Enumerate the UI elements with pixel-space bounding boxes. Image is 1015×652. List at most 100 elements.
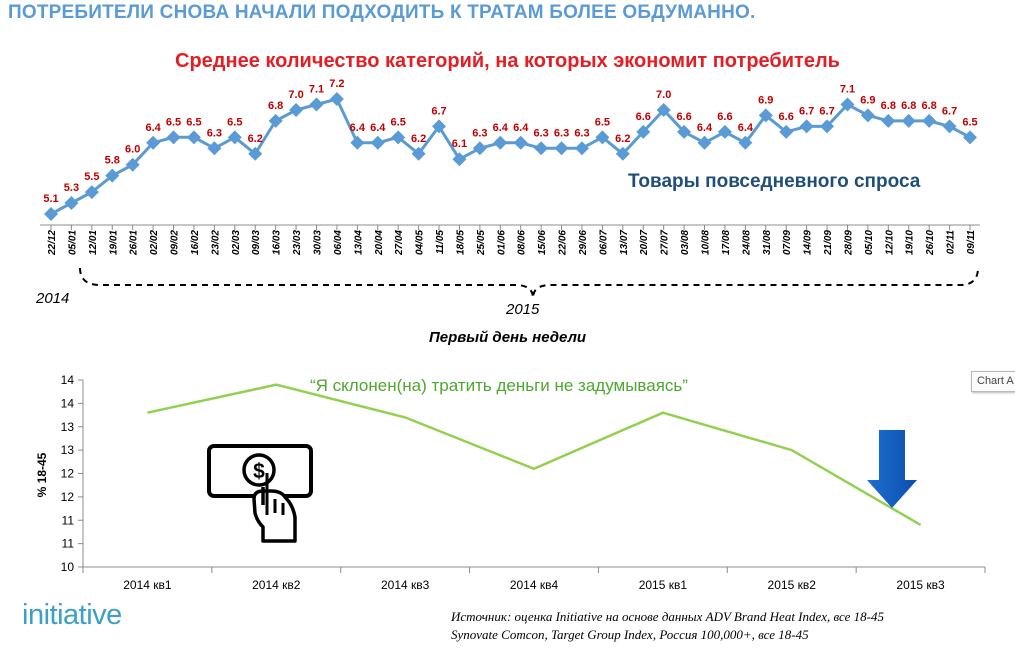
chart1-data-label: 6.8: [881, 100, 896, 112]
chart1-point: [432, 119, 447, 134]
chart1-point: [860, 108, 875, 123]
chart1-data-label: 6.4: [697, 122, 713, 134]
chart1-data-label: 6.3: [207, 127, 222, 139]
chart1-x-tick-label: 20/04: [374, 230, 385, 256]
chart2-x-tick-label: 2015 кв2: [768, 578, 817, 592]
chart1-data-label: 6.0: [125, 144, 140, 156]
chart1-point: [289, 102, 304, 117]
chart1-data-label: 6.4: [738, 122, 754, 134]
chart1-x-tick-label: 09/03: [251, 230, 262, 255]
chart1-x-tick-label: 28/09: [843, 230, 854, 256]
chart2-y-tick-label: 11: [62, 513, 75, 527]
chart1-data-label: 6.3: [533, 127, 548, 139]
chart1-point: [411, 146, 426, 161]
chart1-x-tick-label: 02/03: [231, 230, 242, 255]
chart1-data-label: 6.8: [268, 100, 283, 112]
chart1-x-tick-label: 08/06: [517, 230, 528, 255]
chart1-point: [840, 97, 855, 112]
chart1-x-tick-label: 27/07: [660, 230, 671, 256]
chart1-x-tick-label: 16/03: [272, 230, 283, 255]
chart1-x-tick-label: 27/04: [394, 230, 405, 256]
chart1-point: [125, 157, 140, 172]
chart1-x-tick-label: 30/03: [312, 230, 323, 255]
chart1-data-label: 5.5: [84, 171, 99, 183]
chart1-point: [574, 141, 589, 156]
chart1-point: [391, 130, 406, 145]
hand-pressing-dollar-button-icon: $: [207, 444, 313, 543]
chart1-x-tick-label: 14/09: [803, 230, 814, 255]
chart1-x-tick-label: 05/10: [864, 230, 875, 255]
chart1-data-label: 6.6: [717, 111, 732, 123]
chart2-y-tick-label: 13: [61, 443, 75, 457]
chart1-point: [84, 185, 99, 200]
chart1-data-label: 6.4: [350, 122, 366, 134]
chart1-x-tick-label: 09/02: [170, 230, 181, 255]
chart1-x-tick-label: 13/04: [353, 230, 364, 255]
chart1-x-axis-label: Первый день недели: [428, 329, 587, 346]
year-bracket: [79, 267, 979, 299]
chart1-x-tick-label: 04/05: [415, 230, 426, 255]
chart1-x-tick-label: 29/06: [578, 230, 589, 256]
chart2-x-tick-label: 2014 кв2: [252, 578, 301, 592]
chart1-x-tick-label: 23/03: [292, 230, 303, 256]
chart1-x-tick-label: 06/07: [598, 230, 609, 255]
svg-text:$: $: [253, 460, 265, 483]
chart1-point: [717, 124, 732, 139]
chart1-data-label: 6.4: [370, 122, 386, 134]
chart1-x-tick-label: 18/05: [455, 230, 466, 255]
chart2-x-tick-label: 2014 кв4: [510, 578, 559, 592]
chart1-x-tick-label: 19/10: [905, 230, 916, 255]
chart1-data-label: 6.4: [145, 122, 161, 134]
chart1-point: [656, 102, 671, 117]
chart1-point: [820, 119, 835, 134]
chart1-data-label: 6.3: [574, 127, 589, 139]
chart1-data-label: 6.4: [493, 122, 509, 134]
chart1-data-label: 6.5: [391, 116, 406, 128]
chart1-point: [513, 135, 528, 150]
chart1-point: [534, 141, 549, 156]
chart1-point: [248, 146, 263, 161]
chart1-data-label: 6.6: [779, 111, 794, 123]
chart1-point: [758, 108, 773, 123]
chart1-x-tick-label: 01/06: [496, 230, 507, 255]
chart2-y-tick-label: 12: [61, 490, 75, 504]
chart1-point: [207, 141, 222, 156]
chart1-data-label: 6.8: [901, 100, 916, 112]
chart1-data-label: 6.2: [615, 133, 630, 145]
chart1-data-label: 6.7: [431, 105, 446, 117]
chart1-x-tick-label: 21/09: [823, 230, 834, 256]
chart1-point: [615, 146, 630, 161]
chart1-x-tick-label: 22/12: [47, 230, 58, 256]
chart1-x-tick-label: 02/02: [149, 230, 160, 255]
chart1-x-tick-label: 09/11: [966, 230, 977, 255]
chart2-series-line: [147, 383, 922, 526]
chart2-y-tick-label: 14: [61, 396, 75, 410]
year-2014-label: 2014: [36, 290, 70, 307]
chart1-data-label: 7.1: [309, 83, 324, 95]
chart1-x-tick-label: 12/10: [884, 230, 895, 255]
chart1-data-label: 6.2: [411, 133, 426, 145]
chart1-point: [186, 130, 201, 145]
chart1-point: [799, 119, 814, 134]
chart1-point: [370, 135, 385, 150]
chart1-x-tick-label: 24/08: [741, 230, 752, 256]
chart1-x-tick-label: 20/07: [639, 230, 650, 256]
chart1-series-label: Товары повседневного спроса: [628, 171, 921, 192]
chart-a-tab[interactable]: Chart A: [971, 371, 1015, 392]
chart1-data-label: 6.5: [186, 116, 201, 128]
chart1-data-label: 6.2: [248, 133, 263, 145]
chart1-data-label: 6.5: [166, 116, 181, 128]
chart2-y-tick-label: 13: [61, 420, 75, 434]
chart1-x-tick-label: 31/08: [762, 230, 773, 255]
chart1-data-label: 6.6: [676, 111, 691, 123]
chart1-x-tick-label: 13/07: [619, 230, 630, 255]
chart1-data-label: 6.5: [227, 116, 242, 128]
chart1-x-tick-label: 02/11: [946, 230, 957, 255]
chart1-x-tick-label: 07/09: [782, 230, 793, 255]
chart1-x-tick-label: 11/05: [435, 230, 446, 255]
chart1-point: [452, 152, 467, 167]
down-arrow-icon: [867, 430, 917, 508]
chart1-data-label: 5.3: [64, 182, 79, 194]
chart1-point: [901, 113, 916, 128]
chart1-data-label: 6.7: [799, 105, 814, 117]
